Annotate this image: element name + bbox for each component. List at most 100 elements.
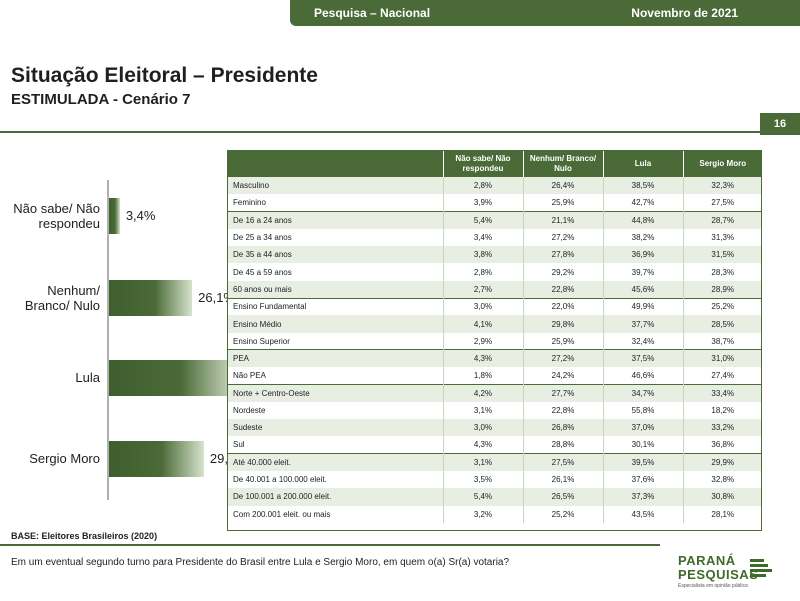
table-cell: 28,9% (682, 280, 762, 299)
row-label: De 40.001 a 100.000 eleit. (227, 471, 443, 489)
table-header-cell: Sergio Moro (682, 150, 762, 177)
logo-line2: PESQUISAS (678, 567, 759, 582)
table-row: De 45 a 59 anos 2,8% 29,2% 39,7% 28,3% (227, 263, 762, 281)
table-cell: 39,7% (602, 263, 683, 281)
crosstab-table: Não sabe/ Não respondeu Nenhum/ Branco/ N… (227, 150, 762, 523)
table-header-blank (227, 150, 443, 177)
logo-mark-icon (750, 559, 772, 577)
table-row: De 100.001 a 200.000 eleit. 5,4% 26,5% 37,3… (227, 488, 762, 506)
table-cell: 25,2% (522, 505, 603, 523)
table-row: Nordeste 3,1% 22,8% 55,8% 18,2% (227, 401, 762, 420)
table-cell: 27,5% (522, 453, 603, 472)
table-row: PEA 4,3% 27,2% 37,5% 31,0% (227, 349, 762, 368)
table-cell: 28,3% (682, 263, 762, 281)
table-cell: 26,1% (522, 471, 603, 489)
table-cell: 55,8% (602, 401, 683, 420)
row-label: Sul (227, 436, 443, 454)
table-cell: 31,0% (682, 349, 762, 368)
table-row: Ensino Médio 4,1% 29,8% 37,7% 28,5% (227, 315, 762, 333)
table-cell: 2,7% (442, 280, 523, 299)
table-cell: 3,9% (442, 194, 523, 212)
table-header-cell: Lula (602, 150, 683, 177)
page-subtitle: ESTIMULADA - Cenário 7 (11, 91, 191, 108)
row-label: Ensino Fundamental (227, 297, 443, 316)
page-number: 16 (760, 113, 800, 135)
table-cell: 33,4% (682, 384, 762, 402)
row-label: Masculino (227, 177, 443, 195)
table-cell: 44,8% (602, 211, 683, 229)
table-header-cell: Nenhum/ Branco/ Nulo (522, 150, 603, 177)
category-label: Nenhum/ Branco/ Nulo (24, 283, 100, 313)
table-cell: 22,8% (522, 280, 603, 299)
row-label: De 25 a 34 anos (227, 228, 443, 247)
row-label: Com 200.001 eleit. ou mais (227, 505, 443, 523)
table-cell: 22,0% (522, 297, 603, 316)
table-cell: 29,9% (682, 453, 762, 472)
table-cell: 43,5% (602, 505, 683, 523)
table-row: Ensino Superior 2,9% 25,9% 32,4% 38,7% (227, 332, 762, 350)
table-cell: 2,8% (442, 177, 523, 195)
table-cell: 25,9% (522, 332, 603, 350)
table-cell: 2,9% (442, 332, 523, 350)
row-label: De 100.001 a 200.000 eleit. (227, 488, 443, 506)
row-label: PEA (227, 349, 443, 368)
table-cell: 28,5% (682, 315, 762, 333)
bar-2 (109, 280, 193, 316)
table-cell: 3,0% (442, 297, 523, 316)
table-cell: 27,7% (522, 384, 603, 402)
value-label: 26,1% (198, 290, 235, 305)
table-cell: 4,3% (442, 349, 523, 368)
table-cell: 32,8% (682, 471, 762, 489)
table-cell: 27,8% (522, 246, 603, 264)
table-row: Ensino Fundamental 3,0% 22,0% 49,9% 25,2% (227, 297, 762, 316)
table-cell: 29,8% (522, 315, 603, 333)
table-cell: 49,9% (602, 297, 683, 316)
table-cell: 28,1% (682, 505, 762, 523)
table-cell: 4,1% (442, 315, 523, 333)
table-cell: 31,5% (682, 246, 762, 264)
table-cell: 30,8% (682, 488, 762, 506)
table-row: Com 200.001 eleit. ou mais 3,2% 25,2% 43,5%… (227, 505, 762, 523)
table-cell: 3,1% (442, 401, 523, 420)
row-label: Feminino (227, 194, 443, 212)
table-cell: 42,7% (602, 194, 683, 212)
table-cell: 3,8% (442, 246, 523, 264)
row-label: De 35 a 44 anos (227, 246, 443, 264)
logo-line1: PARANÁ (678, 553, 736, 568)
table-cell: 37,5% (602, 349, 683, 368)
survey-label: Pesquisa – Nacional (314, 6, 431, 20)
table-cell: 26,5% (522, 488, 603, 506)
row-label: 60 anos ou mais (227, 280, 443, 299)
value-label: 3,4% (125, 208, 156, 223)
table-cell: 26,8% (522, 419, 603, 437)
row-label: De 16 a 24 anos (227, 211, 443, 229)
table-row: Masculino 2,8% 26,4% 38,5% 32,3% (227, 177, 762, 195)
bar-chart: Não sabe/ Não respondeu 3,4% Nenhum/ Branc… (0, 180, 282, 500)
table-cell: 3,2% (442, 505, 523, 523)
row-label: Sudeste (227, 419, 443, 437)
table-cell: 36,9% (602, 246, 683, 264)
bottom-divider (0, 544, 660, 546)
bar-3 (109, 360, 239, 396)
table-cell: 27,5% (682, 194, 762, 212)
table-cell: 30,1% (602, 436, 683, 454)
table-cell: 25,9% (522, 194, 603, 212)
table-row: De 40.001 a 100.000 eleit. 3,5% 26,1% 37,6%… (227, 471, 762, 489)
table-cell: 24,2% (522, 367, 603, 385)
table-cell: 46,6% (602, 367, 683, 385)
header-bar: Pesquisa – Nacional Novembro de 2021 (290, 0, 800, 26)
table-cell: 45,6% (602, 280, 683, 299)
table-header-row: Não sabe/ Não respondeu Nenhum/ Branco/ N… (227, 150, 762, 177)
table-cell: 34,7% (602, 384, 683, 402)
table-cell: 28,8% (522, 436, 603, 454)
table-cell: 4,3% (442, 436, 523, 454)
table-cell: 38,7% (682, 332, 762, 350)
table-cell: 33,2% (682, 419, 762, 437)
row-label: Norte + Centro-Oeste (227, 384, 443, 402)
table-cell: 37,6% (602, 471, 683, 489)
table-cell: 3,4% (442, 228, 523, 247)
table-cell: 27,2% (522, 228, 603, 247)
bar-4 (109, 441, 204, 477)
table-cell: 36,8% (682, 436, 762, 454)
table-cell: 3,0% (442, 419, 523, 437)
